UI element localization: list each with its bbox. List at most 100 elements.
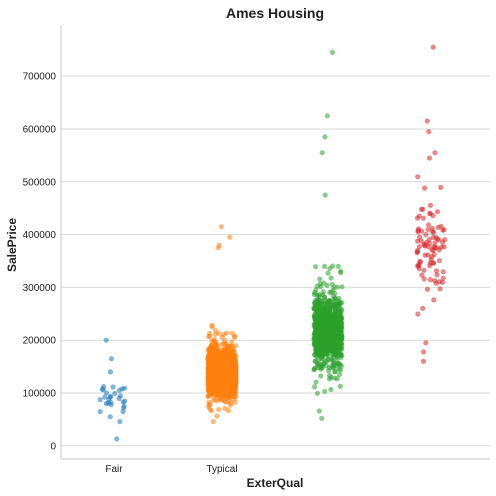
data-point	[227, 355, 233, 361]
data-point	[339, 284, 345, 290]
data-point	[103, 390, 110, 396]
data-point	[440, 269, 446, 275]
data-point	[430, 260, 436, 266]
data-point	[420, 215, 426, 221]
data-point	[313, 264, 319, 270]
data-point	[324, 113, 330, 119]
data-point	[320, 307, 326, 313]
data-point	[218, 224, 224, 230]
data-point	[116, 395, 122, 401]
data-point	[211, 396, 217, 403]
data-point	[227, 361, 233, 367]
data-point	[108, 394, 114, 400]
data-point	[209, 346, 215, 352]
data-point	[337, 383, 343, 389]
data-point	[423, 340, 429, 346]
data-point	[421, 267, 427, 273]
data-point	[338, 321, 345, 327]
data-point	[335, 317, 341, 323]
data-point	[331, 336, 337, 342]
data-point	[210, 372, 216, 378]
data-point	[231, 377, 237, 383]
data-point	[214, 413, 220, 419]
data-point	[318, 373, 324, 379]
data-point	[205, 364, 212, 371]
data-point	[433, 280, 439, 286]
data-point	[107, 369, 113, 375]
data-point	[339, 353, 345, 359]
data-point	[121, 403, 127, 409]
data-point	[422, 243, 428, 249]
y-tick-label: 500000	[23, 177, 57, 188]
x-tick-labels: Fair Typical	[105, 464, 237, 475]
data-point	[431, 297, 437, 303]
data-point	[330, 287, 336, 293]
data-point	[316, 338, 322, 345]
data-point	[424, 286, 431, 292]
data-point	[107, 414, 113, 420]
data-point	[338, 346, 345, 352]
data-point	[336, 371, 342, 378]
y-tick-labels: 0 100000 200000 300000 400000 500000 600000 700…	[23, 72, 57, 453]
data-point	[315, 334, 321, 341]
data-point	[420, 305, 426, 311]
data-point	[326, 365, 332, 371]
data-point	[334, 284, 340, 290]
data-point	[415, 228, 421, 234]
data-point	[426, 155, 433, 161]
data-point	[227, 234, 233, 240]
data-point	[312, 384, 318, 390]
data-point	[311, 366, 317, 372]
data-point	[231, 388, 237, 394]
data-point	[426, 222, 432, 228]
data-point	[318, 312, 324, 318]
data-point	[322, 388, 328, 394]
data-point	[418, 238, 424, 244]
data-point	[232, 334, 238, 340]
data-point	[102, 394, 108, 400]
data-point	[217, 371, 223, 377]
data-point	[214, 384, 220, 390]
data-point	[315, 344, 321, 350]
data-point	[430, 44, 436, 50]
data-point	[313, 379, 319, 385]
data-point	[120, 409, 126, 415]
data-point	[229, 339, 235, 345]
data-point	[423, 231, 429, 238]
data-point	[324, 330, 330, 336]
data-point	[422, 185, 428, 191]
data-point	[215, 245, 221, 251]
data-point	[338, 270, 344, 276]
data-point	[440, 275, 446, 281]
data-point	[216, 379, 222, 385]
data-point	[222, 381, 228, 388]
data-point	[225, 390, 231, 396]
data-point	[320, 350, 327, 356]
data-point	[425, 252, 431, 258]
data-point	[330, 357, 336, 363]
data-point	[336, 366, 342, 372]
data-point	[432, 240, 438, 246]
data-point	[103, 337, 109, 343]
data-point	[224, 350, 230, 356]
data-point	[420, 358, 427, 364]
data-point	[424, 118, 430, 124]
data-point	[110, 384, 116, 390]
data-point	[216, 407, 222, 413]
data-point	[223, 399, 229, 405]
data-point	[319, 325, 325, 331]
data-point	[122, 398, 128, 404]
data-point	[438, 184, 444, 190]
grid-lines	[61, 75, 490, 447]
data-point	[312, 330, 318, 336]
data-point	[338, 327, 344, 333]
data-point	[224, 330, 230, 336]
data-point	[313, 317, 319, 323]
data-point	[207, 387, 213, 393]
data-point	[322, 134, 328, 140]
y-tick-label: 400000	[23, 230, 57, 241]
data-point	[319, 150, 325, 156]
data-point	[328, 320, 334, 326]
data-point	[320, 289, 326, 295]
